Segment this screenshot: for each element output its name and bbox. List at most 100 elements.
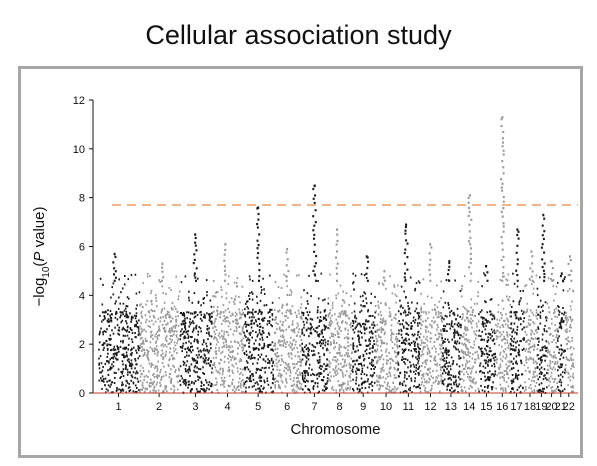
snp-point — [111, 363, 113, 366]
snp-point — [385, 304, 387, 306]
snp-point — [429, 367, 431, 370]
snp-point — [316, 377, 319, 380]
snp-point — [318, 355, 321, 358]
snp-point — [489, 298, 492, 301]
snp-point — [186, 317, 188, 320]
snp-point — [489, 360, 492, 363]
snp-point — [473, 314, 476, 317]
snp-point — [501, 248, 504, 251]
snp-point — [329, 323, 331, 326]
snp-point — [484, 366, 487, 369]
snp-point — [158, 334, 160, 337]
snp-point — [279, 376, 282, 379]
snp-point — [289, 312, 292, 315]
snp-point — [104, 377, 107, 380]
snp-point — [306, 318, 309, 321]
snp-point — [229, 322, 231, 325]
snp-point — [183, 315, 186, 318]
snp-point — [485, 361, 487, 364]
snp-point — [235, 388, 238, 391]
snp-point — [383, 279, 386, 282]
snp-point — [259, 299, 262, 302]
snp-point — [192, 358, 194, 361]
snp-point — [144, 340, 147, 342]
y-tick-label: 4 — [79, 290, 85, 302]
snp-point — [554, 315, 556, 318]
snp-point — [359, 357, 361, 359]
snp-point — [543, 374, 545, 377]
snp-point — [566, 347, 569, 350]
snp-point — [554, 329, 556, 332]
snp-point — [415, 369, 417, 372]
snp-point — [126, 334, 129, 337]
snp-point — [550, 375, 552, 378]
snp-point — [175, 315, 177, 318]
snp-point — [557, 330, 559, 333]
snp-point — [322, 339, 325, 342]
snp-point — [257, 317, 260, 320]
snp-point — [536, 389, 538, 392]
snp-point — [188, 325, 190, 328]
snp-point — [99, 314, 101, 317]
snp-point — [507, 298, 509, 301]
snp-point — [257, 244, 260, 247]
snp-point — [560, 319, 562, 322]
snp-point — [493, 338, 495, 341]
snp-point — [494, 373, 496, 376]
snp-point — [304, 377, 306, 380]
snp-point — [478, 390, 480, 393]
snp-point — [572, 390, 575, 393]
snp-point — [505, 278, 507, 281]
snp-point — [458, 350, 461, 353]
snp-point — [374, 330, 377, 333]
snp-point — [458, 355, 460, 358]
snp-point — [452, 325, 454, 328]
snp-point — [209, 365, 212, 367]
snp-point — [197, 356, 199, 359]
snp-point — [132, 381, 135, 384]
snp-point — [271, 301, 274, 304]
snp-point — [349, 372, 352, 375]
snp-point — [360, 362, 362, 365]
snp-point — [499, 335, 502, 338]
snp-point — [551, 377, 554, 380]
snp-point — [315, 279, 318, 282]
snp-point — [467, 214, 470, 217]
snp-point — [134, 273, 137, 276]
snp-point — [533, 375, 536, 378]
snp-point — [149, 385, 152, 388]
snp-point — [107, 318, 110, 321]
snp-point — [463, 386, 466, 389]
snp-point — [417, 355, 420, 358]
snp-point — [187, 311, 190, 314]
snp-point — [516, 332, 518, 335]
snp-point — [573, 366, 575, 369]
snp-point — [420, 377, 423, 380]
snp-point — [423, 384, 425, 387]
snp-point — [329, 273, 331, 276]
x-axis-label: Chromosome — [290, 421, 380, 438]
snp-point — [359, 363, 361, 365]
snp-point — [500, 236, 503, 239]
snp-point — [274, 344, 277, 347]
snp-point — [247, 307, 250, 310]
snp-point — [184, 336, 187, 339]
snp-point — [288, 344, 290, 347]
snp-point — [571, 318, 574, 321]
snp-point — [369, 336, 372, 339]
snp-point — [220, 376, 223, 379]
snp-point — [404, 337, 407, 340]
snp-point — [389, 275, 391, 278]
snp-point — [358, 356, 360, 359]
snp-point — [401, 336, 403, 339]
snp-point — [304, 381, 307, 384]
snp-point — [173, 390, 175, 393]
snp-point — [440, 297, 442, 299]
snp-point — [329, 351, 331, 354]
snp-point — [183, 337, 185, 340]
snp-point — [269, 274, 271, 277]
snp-point — [379, 385, 382, 388]
snp-point — [544, 359, 546, 362]
snp-point — [435, 347, 437, 350]
snp-point — [126, 368, 129, 371]
